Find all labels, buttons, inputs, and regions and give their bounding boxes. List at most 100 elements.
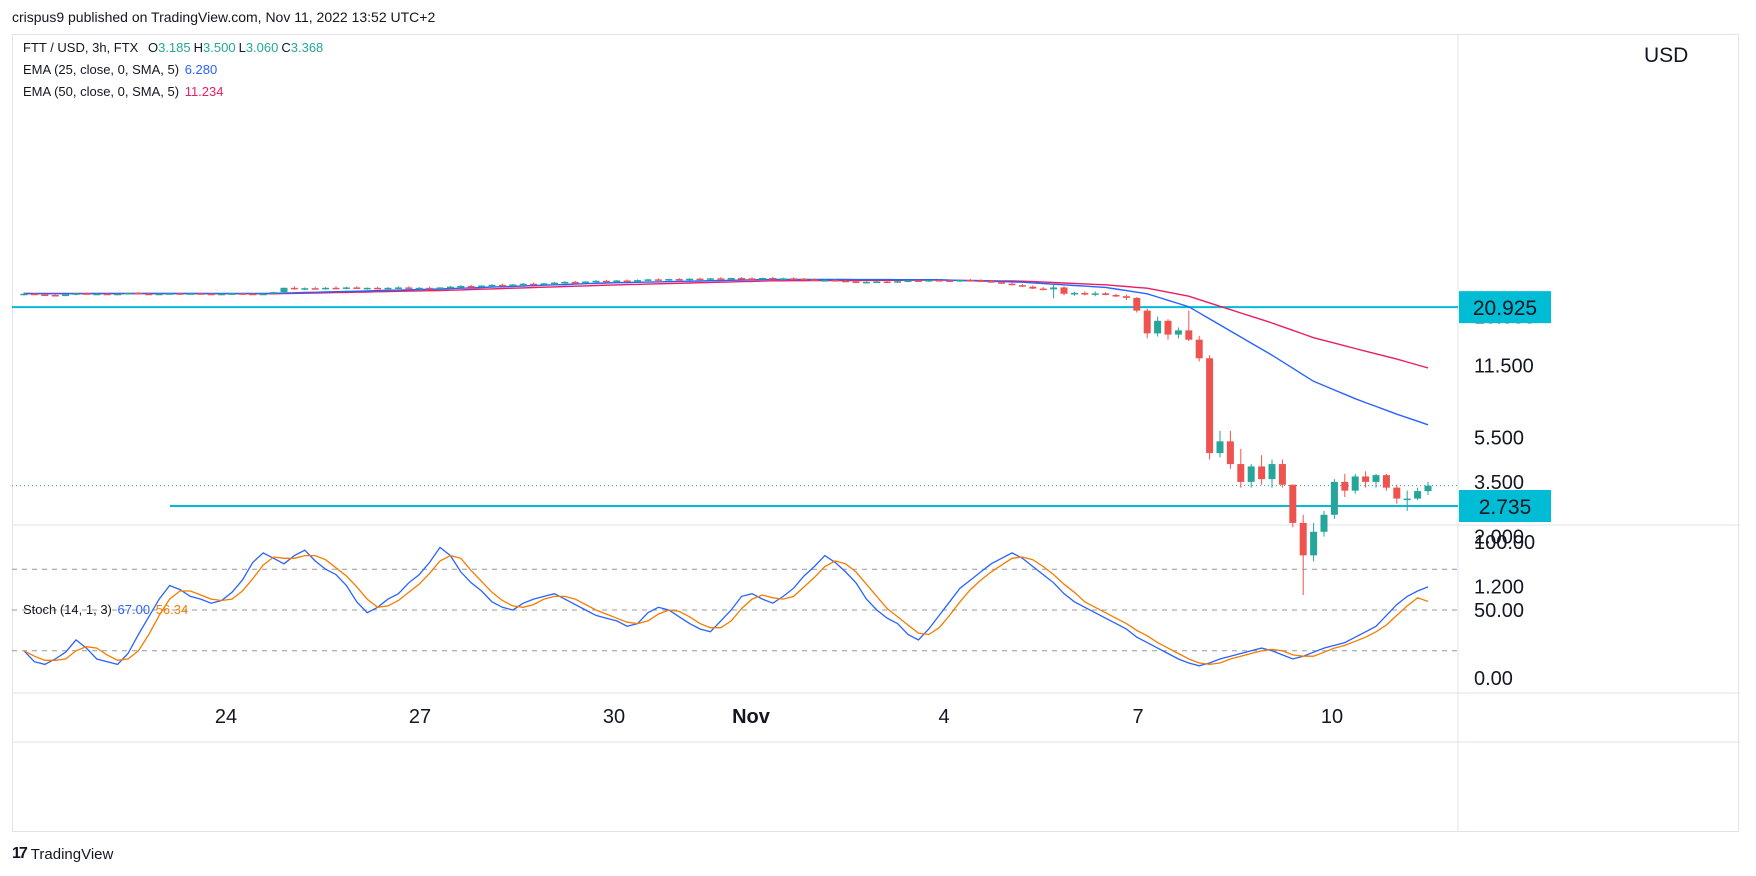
candle-body (1351, 476, 1359, 491)
candle (1102, 292, 1110, 296)
stoch-label: Stoch (14, 1, 3) (23, 602, 112, 617)
candle-body (769, 277, 777, 280)
price-tick-label: 3.500 (1474, 472, 1524, 494)
candle-body (509, 284, 517, 286)
brand-footer[interactable]: 17 TradingView (12, 845, 113, 863)
candle (686, 278, 694, 281)
candle (197, 292, 205, 295)
candle-body (1029, 286, 1037, 289)
candle-body (987, 281, 995, 283)
candle-body (176, 293, 184, 295)
symbol-label: FTT / USD, 3h, FTX (23, 40, 139, 55)
candle (1372, 473, 1380, 488)
candle-body (1070, 292, 1078, 295)
candle-body (717, 278, 725, 280)
candle-body (862, 281, 870, 284)
candle-body (519, 283, 527, 286)
candle-body (1008, 283, 1016, 286)
candle (1258, 455, 1266, 485)
candle (1185, 310, 1193, 341)
candle (987, 280, 995, 283)
candle (1226, 430, 1234, 469)
candle-body (977, 280, 985, 282)
candle (1050, 284, 1058, 299)
price-tick-label: 5.500 (1474, 428, 1524, 450)
stoch-legend[interactable]: Stoch (14, 1, 3) 67.00 56.34 (23, 602, 188, 617)
price-unit-label: USD (1644, 44, 1689, 67)
candle-body (1206, 358, 1214, 454)
symbol-legend[interactable]: FTT / USD, 3h, FTX O3.185 H3.500 L3.060 C3.… (23, 40, 326, 55)
candle (30, 292, 38, 296)
candle (436, 287, 444, 290)
candle (374, 286, 382, 290)
candle (561, 281, 569, 284)
candle (134, 292, 142, 295)
candle (946, 279, 954, 282)
candle (925, 279, 933, 282)
candle-body (228, 293, 236, 295)
price-badge: 2.735 (1459, 489, 1551, 522)
candle-body (311, 288, 319, 290)
candle-body (270, 292, 278, 294)
candle-body (1018, 285, 1026, 287)
ema50-legend[interactable]: EMA (50, close, 0, SMA, 5) 11.234 (23, 84, 223, 99)
candle (966, 279, 974, 282)
stoch-k-line (23, 546, 1429, 667)
ema25-legend[interactable]: EMA (25, close, 0, SMA, 5) 6.280 (23, 62, 217, 77)
candle-body (613, 280, 621, 282)
ohlc-values: O3.185 H3.500 L3.060 C3.368 (148, 40, 326, 55)
ohlc-label-l: L (238, 40, 246, 55)
candle (51, 294, 59, 297)
candle-body (51, 294, 59, 297)
candle-body (72, 293, 80, 295)
candle (218, 293, 226, 296)
candle (1278, 459, 1286, 488)
candle-body (623, 280, 631, 282)
candle (1403, 490, 1411, 511)
candle-body (634, 280, 642, 282)
candle (665, 278, 673, 281)
candle (1247, 464, 1255, 488)
candle-body (925, 280, 933, 282)
candle (748, 277, 756, 280)
time-tick-label: 4 (938, 706, 949, 728)
candle-body (41, 294, 49, 297)
ema25-label: EMA (25, close, 0, SMA, 5) (23, 62, 180, 77)
candle (1320, 510, 1328, 537)
candle-body (342, 287, 350, 289)
candle-body (956, 280, 964, 282)
candle (488, 284, 496, 287)
candle-body (675, 279, 683, 281)
brand-name: TradingView (30, 845, 114, 863)
candle (602, 279, 610, 283)
candle-body (1310, 531, 1318, 556)
candle-body (530, 283, 538, 286)
candle (613, 280, 621, 283)
candle-body (363, 287, 371, 290)
candle-body (883, 281, 891, 284)
candle (322, 287, 330, 290)
price-badge-bg (1459, 489, 1551, 522)
candle-body (1403, 498, 1411, 501)
candle-body (1174, 330, 1182, 335)
stoch-tick-label: 0.00 (1474, 668, 1513, 690)
candle-body (218, 293, 226, 296)
candle (1039, 287, 1047, 291)
candle-body (186, 293, 194, 295)
candle-body (238, 293, 246, 295)
time-tick-label: 27 (409, 706, 431, 728)
price-badge-label: 20.925 (1473, 297, 1537, 320)
candle-body (384, 287, 392, 290)
candle-body (1091, 293, 1099, 295)
candle (82, 292, 90, 295)
candle (207, 292, 215, 296)
candle-body (665, 279, 673, 281)
candle (478, 285, 486, 288)
candle-body (1216, 441, 1224, 454)
candle (238, 292, 246, 295)
candle (540, 282, 548, 286)
candle-body (353, 287, 361, 289)
candle-body (1278, 464, 1286, 485)
candle (166, 292, 174, 295)
